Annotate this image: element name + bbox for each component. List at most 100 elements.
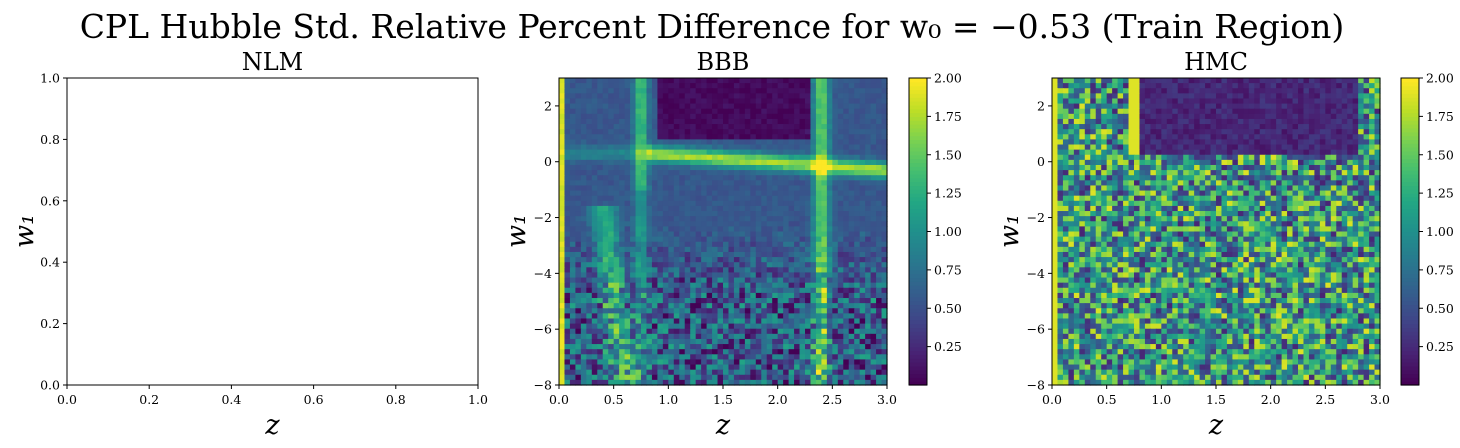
- y-tick-label: 0.0: [40, 378, 60, 393]
- heatmap-cell: [777, 118, 784, 125]
- heatmap-cell: [564, 338, 571, 345]
- heatmap-cell: [761, 246, 768, 253]
- heatmap-cell: [575, 78, 582, 84]
- heatmap-cell: [728, 180, 735, 187]
- heatmap-cell: [805, 246, 812, 253]
- heatmap-cell: [805, 221, 812, 227]
- heatmap-cell: [1298, 113, 1305, 120]
- heatmap-cell: [569, 139, 576, 146]
- heatmap-cell: [772, 144, 779, 151]
- heatmap-cell: [788, 349, 795, 355]
- heatmap-cell: [723, 303, 730, 309]
- heatmap-cell: [706, 308, 713, 314]
- heatmap-cell: [597, 149, 604, 156]
- heatmap-cell: [1292, 83, 1299, 89]
- heatmap-cell: [1166, 78, 1173, 84]
- heatmap-cell: [876, 195, 883, 202]
- heatmap-cell: [832, 364, 839, 371]
- heatmap-cell: [1363, 175, 1370, 181]
- heatmap-cell: [881, 159, 888, 166]
- heatmap-cell: [1292, 108, 1299, 115]
- heatmap-cell: [597, 292, 604, 299]
- heatmap-cell: [695, 180, 702, 187]
- heatmap-cell: [744, 292, 751, 299]
- heatmap-cell: [1259, 129, 1266, 135]
- heatmap-cell: [630, 379, 637, 386]
- heatmap-cell: [766, 344, 773, 350]
- heatmap-cell: [810, 318, 817, 325]
- heatmap-cell: [881, 349, 888, 355]
- heatmap-cell: [1073, 103, 1080, 110]
- heatmap-cell: [1194, 88, 1201, 94]
- heatmap-cell: [1079, 159, 1086, 166]
- heatmap-cell: [794, 369, 801, 376]
- heatmap-cell: [602, 251, 609, 258]
- heatmap-cell: [641, 257, 648, 263]
- heatmap-cell: [794, 180, 801, 187]
- heatmap-cell: [1128, 88, 1135, 94]
- heatmap-cell: [1237, 113, 1244, 120]
- heatmap-cell: [701, 251, 708, 258]
- heatmap-cell: [684, 257, 691, 263]
- heatmap-cell: [695, 221, 702, 227]
- heatmap-cell: [794, 164, 801, 171]
- heatmap-cell: [1172, 124, 1179, 130]
- heatmap-cell: [575, 308, 582, 314]
- heatmap-cell: [624, 308, 631, 314]
- heatmap-cell: [794, 118, 801, 125]
- heatmap-cell: [1369, 98, 1376, 105]
- heatmap-cell: [608, 139, 615, 146]
- heatmap-cell: [668, 323, 675, 330]
- heatmap-cell: [1292, 98, 1299, 105]
- heatmap-cell: [646, 251, 653, 258]
- heatmap-cell: [613, 236, 620, 243]
- heatmap-cell: [613, 272, 620, 279]
- heatmap-cell: [1319, 118, 1326, 125]
- heatmap-cell: [848, 236, 855, 243]
- heatmap-cell: [1210, 78, 1217, 84]
- heatmap-cell: [832, 251, 839, 258]
- heatmap-cell: [1374, 175, 1381, 181]
- heatmap-cell: [569, 108, 576, 115]
- heatmap-cell: [755, 200, 762, 207]
- heatmap-cell: [1128, 113, 1135, 120]
- heatmap-cell: [619, 292, 626, 299]
- heatmap-cell: [559, 374, 566, 381]
- heatmap-cell: [810, 364, 817, 371]
- heatmap-cell: [870, 292, 877, 299]
- heatmap-cell: [794, 83, 801, 89]
- heatmap-cell: [772, 277, 779, 284]
- heatmap-cell: [701, 108, 708, 115]
- heatmap-cell: [876, 124, 883, 130]
- heatmap-cell: [651, 211, 658, 217]
- heatmap-cell: [668, 349, 675, 355]
- heatmap-cell: [695, 129, 702, 135]
- heatmap-cell: [569, 267, 576, 274]
- heatmap-cell: [690, 333, 697, 340]
- heatmap-cell: [799, 344, 806, 350]
- heatmap-cell: [706, 349, 713, 355]
- heatmap-cell: [1052, 175, 1059, 181]
- heatmap-cell: [733, 241, 740, 248]
- heatmap-cell: [641, 277, 648, 284]
- heatmap-cell: [564, 257, 571, 263]
- heatmap-cell: [1341, 154, 1348, 161]
- heatmap-cell: [717, 282, 724, 289]
- heatmap-cell: [794, 216, 801, 222]
- heatmap-cell: [832, 369, 839, 376]
- heatmap-cell: [662, 205, 669, 212]
- heatmap-cell: [657, 251, 664, 258]
- heatmap-cell: [1095, 159, 1102, 166]
- heatmap-cell: [788, 369, 795, 376]
- heatmap-cell: [848, 267, 855, 274]
- heatmap-cell: [575, 113, 582, 120]
- heatmap-cell: [1090, 98, 1097, 105]
- heatmap-cell: [1314, 83, 1321, 89]
- heatmap-cell: [662, 236, 669, 243]
- heatmap-cell: [662, 359, 669, 366]
- heatmap-cell: [799, 236, 806, 243]
- heatmap-cell: [602, 170, 609, 176]
- heatmap-cell: [728, 272, 735, 279]
- heatmap-cell: [870, 272, 877, 279]
- heatmap-cell: [717, 195, 724, 202]
